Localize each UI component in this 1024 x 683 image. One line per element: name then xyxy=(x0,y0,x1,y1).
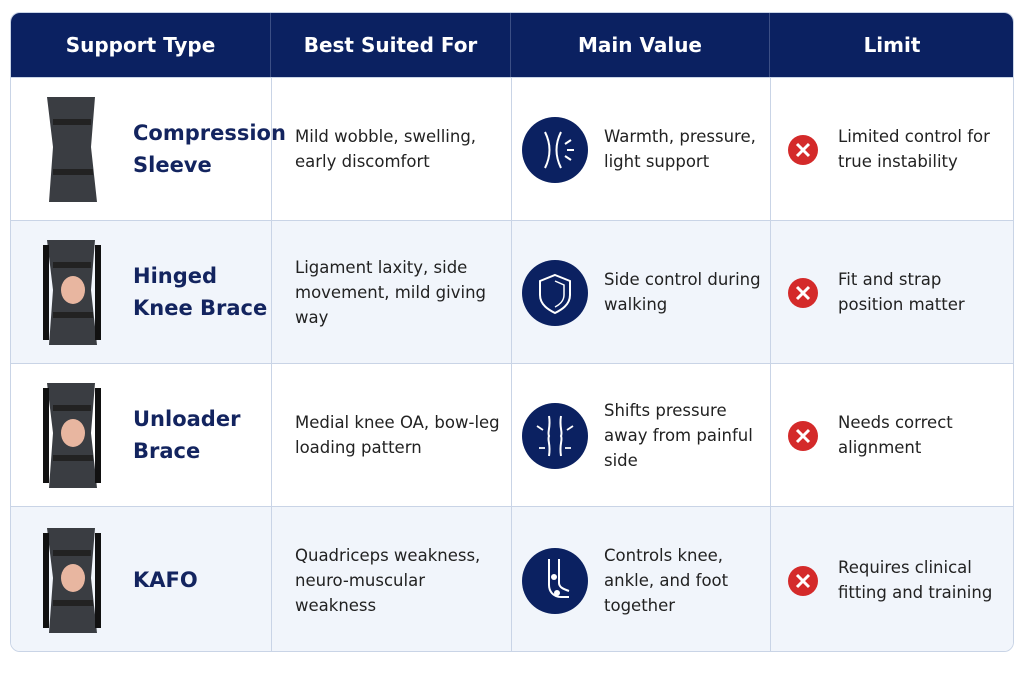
product-image xyxy=(33,92,111,207)
best-suited-for: Medial knee OA, bow-leg loading pattern xyxy=(295,413,500,457)
support-type: KAFO xyxy=(133,568,198,592)
column-divider xyxy=(511,507,512,651)
column-divider xyxy=(770,78,771,220)
value-icon xyxy=(521,259,589,327)
limit-icon xyxy=(787,420,819,452)
column-header: Limit xyxy=(770,13,1013,77)
column-divider xyxy=(770,507,771,651)
column-header: Best Suited For xyxy=(271,13,511,77)
column-divider xyxy=(271,221,272,363)
product-image xyxy=(33,235,111,350)
limit: Limited control for true instability xyxy=(838,127,990,171)
main-value: Controls knee, ankle, and foot together xyxy=(604,545,729,615)
main-value: Warmth, pressure, light support xyxy=(604,127,756,171)
column-divider xyxy=(511,221,512,363)
best-suited-for: Mild wobble, swelling, early discomfort xyxy=(295,127,477,171)
limit: Needs correct alignment xyxy=(838,413,953,457)
product-image xyxy=(33,521,111,640)
table-row: KAFO Quadriceps weakness, neuro-muscular … xyxy=(11,506,1013,651)
support-type: Unloader Brace xyxy=(133,407,241,463)
value-icon xyxy=(521,116,589,184)
product-image xyxy=(33,378,111,493)
value-icon xyxy=(521,547,589,615)
support-type: Hinged Knee Brace xyxy=(133,264,268,320)
value-icon xyxy=(521,402,589,470)
limit: Fit and strap position matter xyxy=(838,270,965,314)
limit-icon xyxy=(787,565,819,597)
column-divider xyxy=(770,221,771,363)
column-divider xyxy=(511,364,512,506)
limit-icon xyxy=(787,277,819,309)
table-row: Compression Sleeve Mild wobble, swelling,… xyxy=(11,77,1013,220)
table-row: Hinged Knee Brace Ligament laxity, side m… xyxy=(11,220,1013,363)
main-value: Shifts pressure away from painful side xyxy=(604,400,753,470)
table-row: Unloader Brace Medial knee OA, bow-leg lo… xyxy=(11,363,1013,506)
limit-icon xyxy=(787,134,819,166)
column-divider xyxy=(511,78,512,220)
column-divider xyxy=(271,507,272,651)
main-value: Side control during walking xyxy=(604,270,761,314)
support-type: Compression Sleeve xyxy=(133,121,286,177)
column-divider xyxy=(770,364,771,506)
best-suited-for: Quadriceps weakness, neuro-muscular weak… xyxy=(295,545,481,615)
column-header: Main Value xyxy=(511,13,770,77)
limit: Requires clinical fitting and training xyxy=(838,558,993,602)
column-divider xyxy=(271,78,272,220)
column-header: Support Type xyxy=(11,13,271,77)
support-table: Support Type Best Suited For Main Value Lim… xyxy=(10,12,1014,652)
column-divider xyxy=(271,364,272,506)
best-suited-for: Ligament laxity, side movement, mild giv… xyxy=(295,257,487,327)
